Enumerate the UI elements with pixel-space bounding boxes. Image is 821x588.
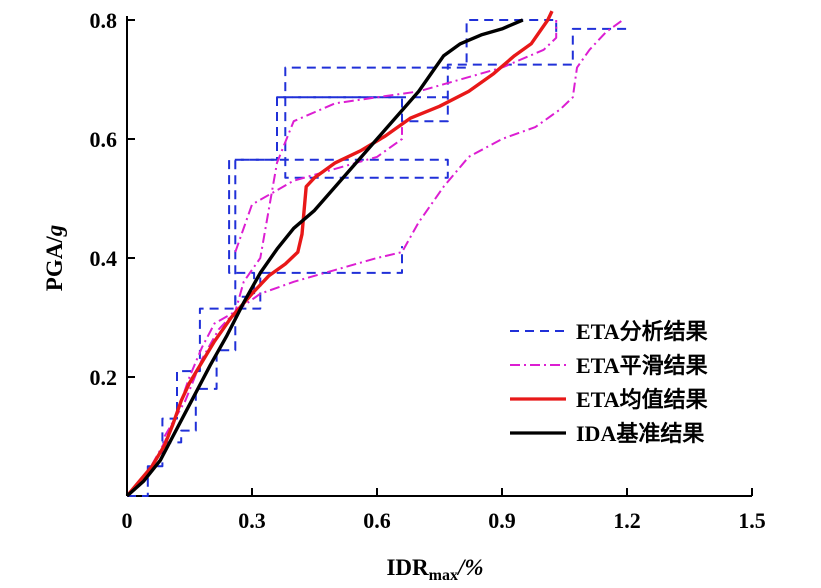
legend-label-0: ETA分析结果: [576, 319, 708, 344]
series-line-0: [162, 19, 558, 444]
x-tick-label: 1.2: [613, 508, 641, 533]
series-line-2: [125, 10, 554, 497]
tick-layer: 0 0.3 0.6 0.9 1.2 1.5 0.2 0.4 0.6 0.8: [90, 8, 766, 533]
series-layer: [125, 10, 627, 497]
x-tick-label: 0.6: [363, 508, 391, 533]
y-tick-label: 0.2: [90, 365, 118, 390]
axes: [126, 16, 752, 497]
series-line-0: [127, 27, 627, 497]
legend: ETA分析结果 ETA平滑结果 ETA均值结果 IDA基准结果: [510, 319, 708, 446]
x-axis-label: IDRmax/%: [386, 555, 483, 584]
series-line-1: [163, 20, 558, 438]
y-axis-label-main: PGA/: [42, 236, 67, 292]
x-axis-label-main: IDR: [386, 555, 429, 580]
series-line-1: [126, 19, 624, 497]
legend-label-2: ETA均值结果: [576, 387, 708, 412]
y-axis-label-italic: g: [42, 225, 67, 238]
y-tick-label: 0.6: [90, 127, 118, 152]
y-tick-label: 0.8: [90, 8, 118, 33]
series-line-3: [125, 18, 524, 497]
series-line-1: [234, 127, 403, 253]
x-axis-label-subscript: max: [429, 567, 458, 584]
legend-label-1: ETA平滑结果: [576, 353, 708, 378]
x-tick-label: 0: [122, 508, 133, 533]
x-tick-label: 1.5: [738, 508, 766, 533]
x-axis-label-suffix: /%: [456, 555, 484, 580]
y-axis-label: PGA/g: [42, 225, 67, 291]
legend-label-3: IDA基准结果: [576, 421, 704, 446]
x-tick-label: 0.3: [238, 508, 266, 533]
series-line-0: [237, 246, 403, 310]
y-tick-label: 0.4: [90, 246, 118, 271]
x-tick-label: 0.9: [488, 508, 516, 533]
